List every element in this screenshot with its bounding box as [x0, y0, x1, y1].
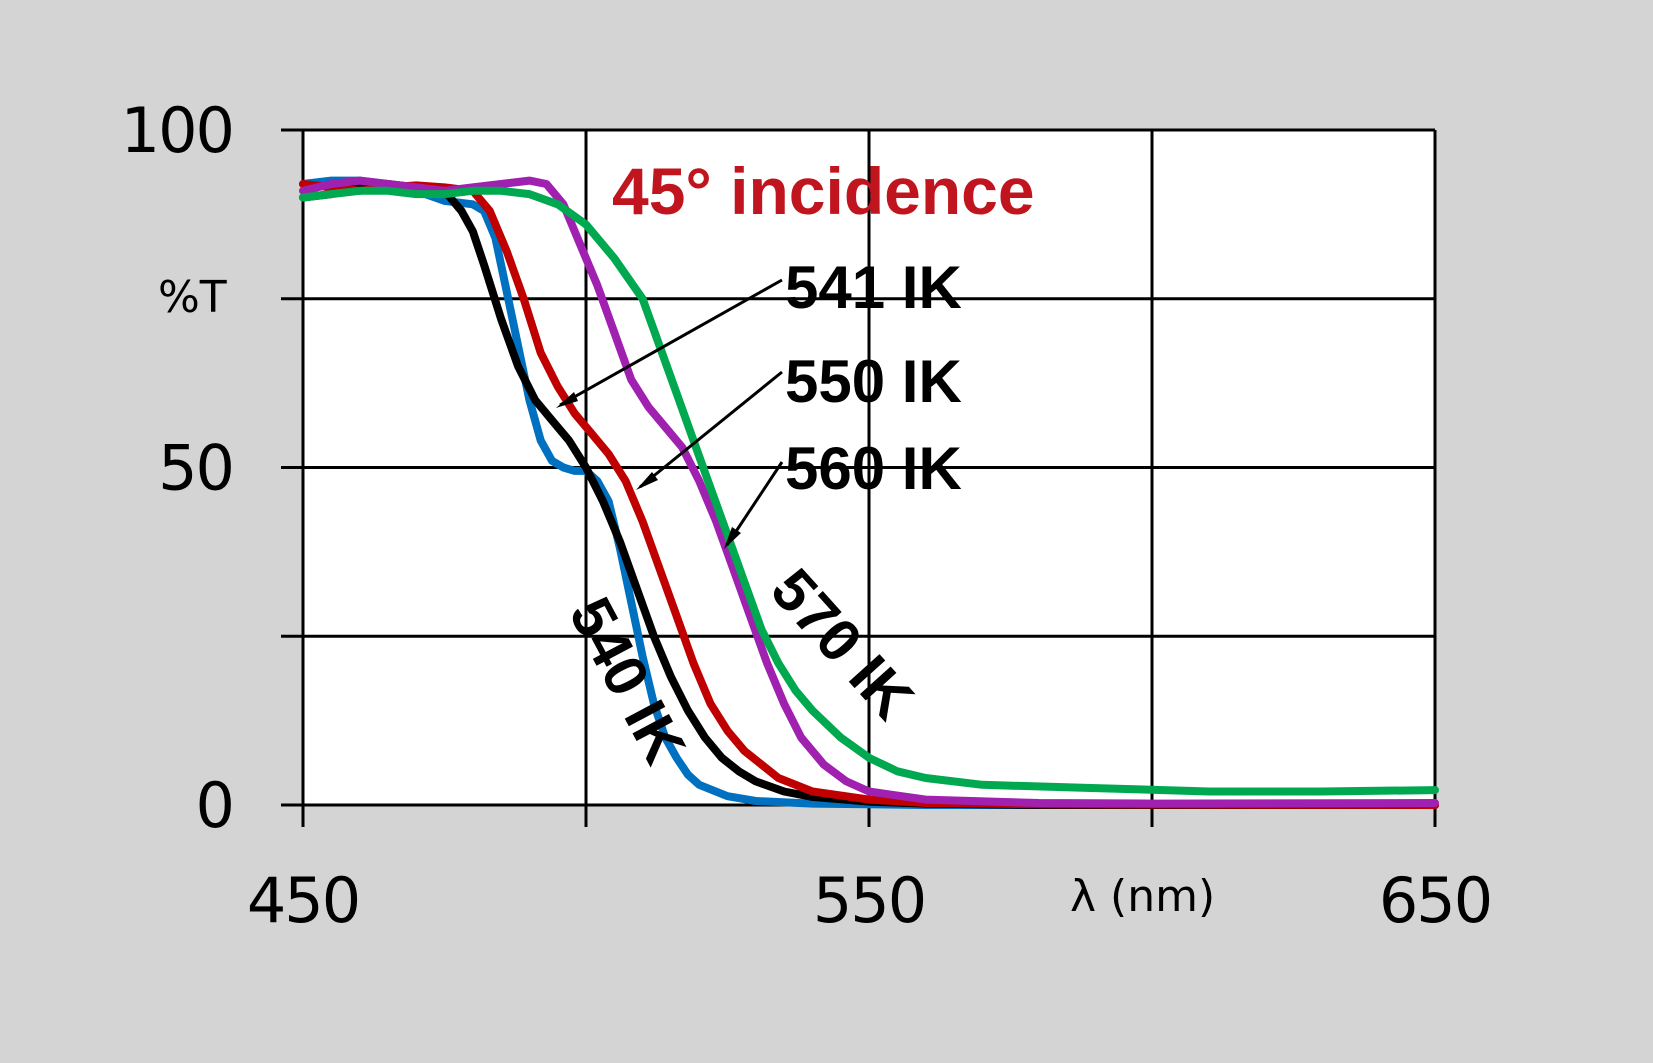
leader-line-550-ik — [639, 370, 783, 489]
leader-line-541-ik — [559, 278, 783, 407]
x-axis-label: λ (nm) — [1070, 871, 1215, 922]
arrowhead-560-ik — [724, 527, 741, 549]
curve-label-550-ik: 550 IK — [785, 348, 962, 415]
y-tick-label: 50 — [158, 432, 233, 505]
x-tick-label: 650 — [1379, 864, 1491, 937]
ticks: 450 550 650 0 50 100 — [121, 94, 1494, 937]
curve-label-541-ik: 541 IK — [785, 254, 962, 321]
curves — [299, 176, 1439, 809]
y-tick-label: 100 — [121, 94, 233, 167]
chart-title: 45° incidence — [612, 154, 1035, 228]
x-tick-label: 550 — [813, 864, 925, 937]
y-tick-label: 0 — [196, 769, 233, 842]
arrowhead-550-ik — [636, 472, 658, 490]
y-axis-label: %T — [158, 272, 227, 323]
series-line-570-ik — [299, 186, 1439, 796]
x-tick-label: 450 — [247, 864, 359, 937]
curve-label-560-ik: 560 IK — [785, 435, 962, 502]
arrowhead-541-ik — [556, 392, 578, 408]
